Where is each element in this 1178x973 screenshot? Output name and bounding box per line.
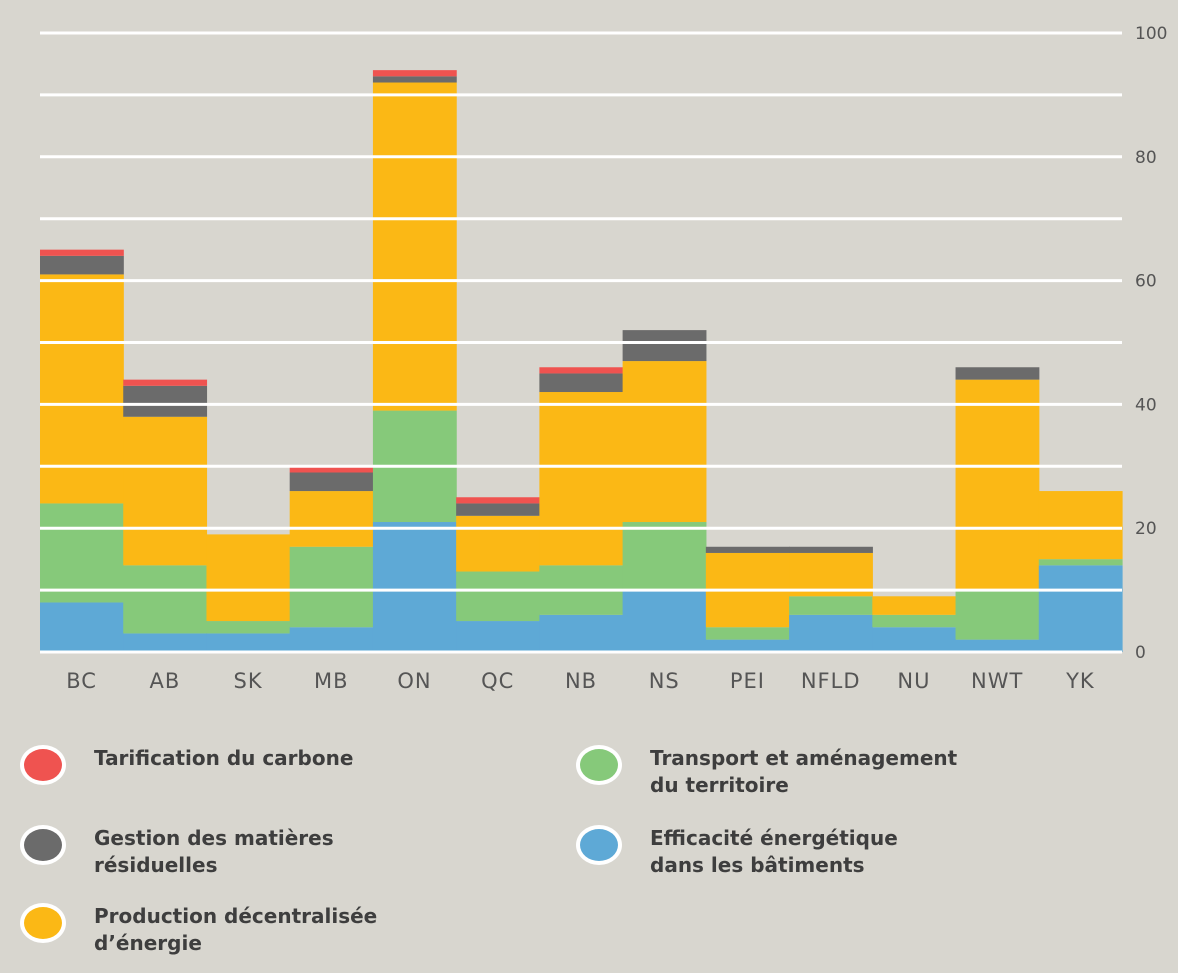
x-tick-label: YK [1065, 669, 1095, 693]
stacked-bar-chart: 0 20 40 60 80 100 BC AB SK MB ON QC NB NS PEI NFLD NU NW… [40, 24, 1167, 693]
bar-segment-ab-efficacite [123, 633, 208, 652]
legend-item-efficacite: Efficacité énergétique dans les bâtiment… [576, 825, 898, 879]
y-tick-labels: 0 20 40 60 80 100 [1135, 24, 1167, 663]
bar-segment-nfld-gestion [789, 546, 873, 553]
bar-segment-yk-efficacite [1038, 565, 1123, 652]
legend-swatch [20, 825, 66, 865]
bar-segment-sk-efficacite [206, 633, 291, 652]
bar-segment-ab-tarification [123, 379, 208, 386]
bar-segment-qc-gestion [456, 503, 540, 516]
legend-item-gestion: Gestion des matières résiduelles [20, 825, 334, 879]
bar-segment-ab-transport [123, 565, 208, 634]
bar-segment-ns-production [622, 361, 707, 523]
bar-segment-nb-efficacite [539, 614, 624, 652]
bar-segment-nb-production [539, 392, 624, 566]
bar-segment-bc-gestion [40, 255, 124, 275]
bar-segment-yk-production [1038, 491, 1123, 560]
x-tick-label: NS [649, 669, 680, 693]
x-tick-label: AB [149, 669, 180, 693]
legend-label: Production décentralisée d’énergie [94, 904, 378, 955]
x-tick-label: NB [565, 669, 597, 693]
bar-segment-ns-gestion [622, 330, 707, 362]
bar-segment-pei-efficacite [705, 639, 790, 652]
x-tick-label: NFLD [801, 669, 861, 693]
legend-item-transport: Transport et aménagement du territoire [576, 745, 957, 799]
bar-segment-mb-production [289, 491, 374, 547]
bar-segment-nwt-gestion [955, 367, 1040, 380]
bar-segment-qc-production [456, 515, 540, 572]
bar-segment-nu-efficacite [872, 627, 957, 652]
legend-item-production: Production décentralisée d’énergie [20, 903, 377, 957]
legend-swatch [576, 745, 622, 785]
bar-segment-mb-gestion [289, 472, 374, 492]
y-tick-label: 100 [1135, 24, 1167, 44]
bar-segment-yk-transport [1038, 559, 1123, 566]
bar-segment-mb-transport [289, 546, 374, 628]
x-tick-label: SK [234, 669, 263, 693]
bars-layer [40, 70, 1123, 652]
bar-segment-ab-gestion [123, 385, 208, 417]
bar-segment-on-production [372, 82, 457, 411]
bar-segment-qc-efficacite [456, 621, 540, 652]
bar-segment-ns-efficacite [622, 590, 707, 652]
y-tick-label: 80 [1135, 148, 1157, 168]
bar-segment-on-efficacite [372, 522, 457, 652]
legend-label: Transport et aménagement du territoire [650, 746, 958, 797]
legend-label: Efficacité énergétique dans les bâtiment… [650, 826, 898, 877]
legend-label: Gestion des matières résiduelles [94, 826, 334, 877]
bar-segment-nfld-transport [789, 596, 873, 615]
x-tick-label: NWT [971, 669, 1023, 693]
y-tick-label: 20 [1135, 519, 1157, 539]
bar-segment-nwt-production [955, 379, 1040, 591]
x-tick-labels: BC AB SK MB ON QC NB NS PEI NFLD NU NWT YK [66, 669, 1095, 693]
legend-swatch [576, 825, 622, 865]
bar-segment-nb-gestion [539, 373, 624, 393]
bar-segment-nfld-efficacite [789, 614, 873, 652]
x-tick-label: NU [897, 669, 930, 693]
x-tick-label: ON [397, 669, 431, 693]
y-tick-label: 60 [1135, 272, 1157, 292]
bar-segment-bc-efficacite [40, 602, 124, 652]
bar-segment-sk-transport [206, 621, 291, 634]
bar-segment-mb-tarification [289, 466, 374, 473]
y-tick-label: 40 [1135, 395, 1157, 415]
bar-segment-sk-production [206, 534, 291, 622]
bar-segment-ns-transport [622, 522, 707, 591]
x-tick-label: BC [66, 669, 97, 693]
y-tick-label: 0 [1135, 643, 1146, 663]
gridlines [40, 31, 1122, 654]
bar-segment-qc-transport [456, 571, 540, 622]
legend-swatch [20, 903, 66, 943]
x-tick-label: MB [314, 669, 349, 693]
bar-segment-ab-production [123, 416, 208, 566]
legend-swatch [20, 745, 66, 785]
bar-segment-pei-transport [705, 627, 790, 640]
x-tick-label: PEI [730, 669, 765, 693]
legend-item-tarification: Tarification du carbone [20, 745, 353, 785]
bar-segment-bc-transport [40, 503, 124, 603]
bar-segment-nwt-transport [955, 590, 1040, 640]
bar-segment-nu-transport [872, 614, 957, 628]
bar-segment-qc-tarification [456, 497, 540, 504]
bar-segment-nb-tarification [539, 367, 624, 374]
bar-segment-nwt-efficacite [955, 639, 1040, 652]
bar-segment-mb-efficacite [289, 627, 374, 652]
x-tick-label: QC [481, 669, 514, 693]
bar-segment-on-gestion [372, 76, 457, 83]
bar-segment-pei-gestion [705, 546, 790, 553]
bar-segment-on-tarification [372, 70, 457, 77]
bar-segment-bc-tarification [40, 249, 124, 256]
legend-label: Tarification du carbone [94, 746, 354, 770]
bar-segment-bc-production [40, 274, 124, 504]
bar-segment-nu-production [872, 596, 957, 615]
